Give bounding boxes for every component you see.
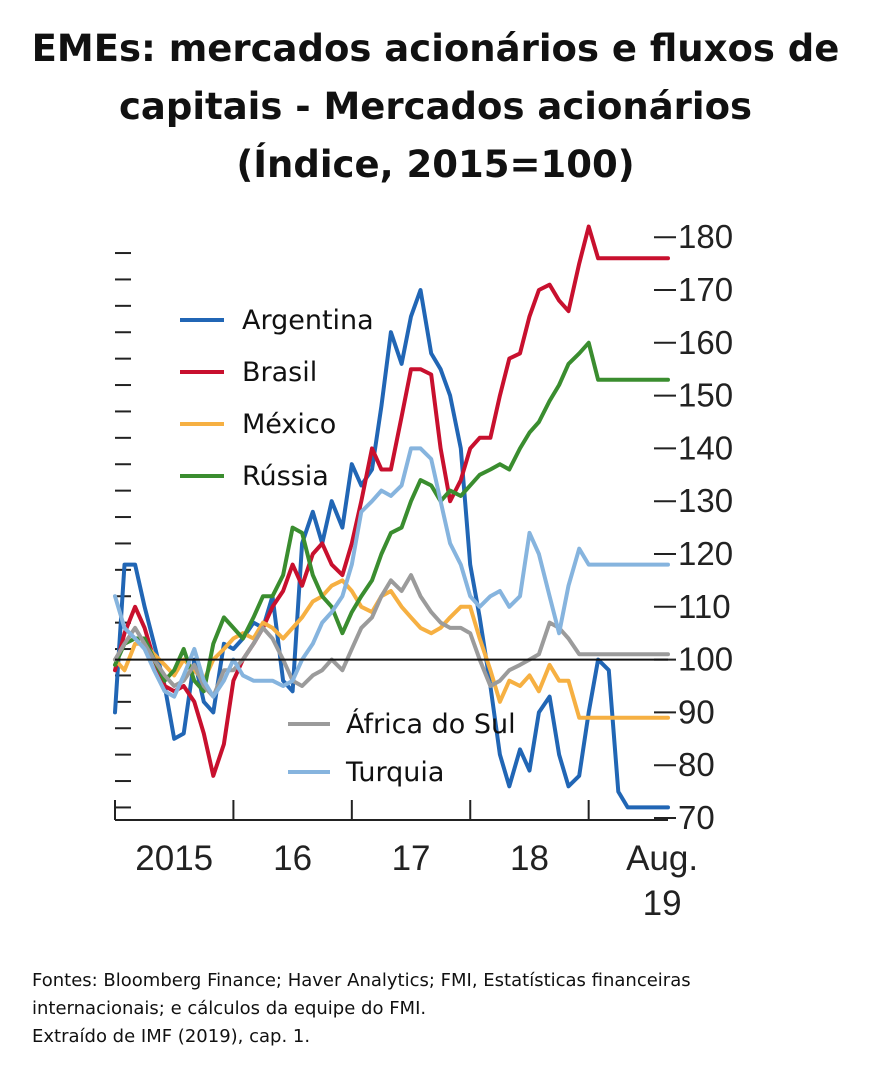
x-tick-label: 18 [510,839,549,878]
title-line-2: capitais - Mercados acionários [118,85,753,128]
title-line-3: (Índice, 2015=100) [236,143,635,186]
y-tick-label: 70 [678,799,715,836]
series-line-argentina [113,288,670,810]
source-line-2: internacionais; e cálculos da equipe do … [32,998,427,1019]
y-tick-label: 150 [678,377,733,414]
legend-label: Turquia [345,757,444,788]
y-tick-label: 130 [678,482,733,519]
legend: Argentina Brasil México Rússia África do Sul… [180,305,516,788]
x-tick-label: 2015 [135,839,213,878]
legend-label: Brasil [242,357,317,388]
legend-label: México [242,409,336,440]
x-tick-label: 17 [392,839,431,878]
source-line-1: Fontes: Bloomberg Finance; Haver Analyti… [32,970,691,991]
x-tick-label: 19 [643,884,682,923]
axes: 70 80 90 100 110 120 130 140 150 160 170 180 2015 16 1… [114,218,733,923]
legend-label: África do Sul [346,708,516,740]
legend-label: Rússia [242,461,329,492]
title-line-1: EMEs: mercados acionários e fluxos de [31,27,840,70]
series-layer [113,224,670,810]
y-tick-label: 180 [678,218,733,255]
y-tick-label: 80 [678,746,715,783]
legend-label: Argentina [242,305,374,336]
x-tick-label: 16 [273,839,312,878]
x-tick-label: Aug. [626,839,698,878]
y-tick-label: 110 [678,588,731,625]
y-tick-label: 160 [678,324,733,361]
y-tick-label: 120 [678,535,733,572]
source-line-3: Extraído de IMF (2019), cap. 1. [32,1026,311,1047]
series-line-méxico [113,578,670,720]
chart-title: EMEs: mercados acionários e fluxos de ca… [0,20,871,194]
y-tick-label: 90 [678,693,715,730]
y-tick-label: 100 [678,641,733,678]
series-line-brasil [113,224,670,778]
series-line-turquia [113,446,670,699]
source-notes: Fontes: Bloomberg Finance; Haver Analyti… [32,967,852,1051]
y-tick-label: 170 [678,271,733,308]
series-line-rússia [113,340,670,694]
y-tick-label: 140 [678,429,733,466]
